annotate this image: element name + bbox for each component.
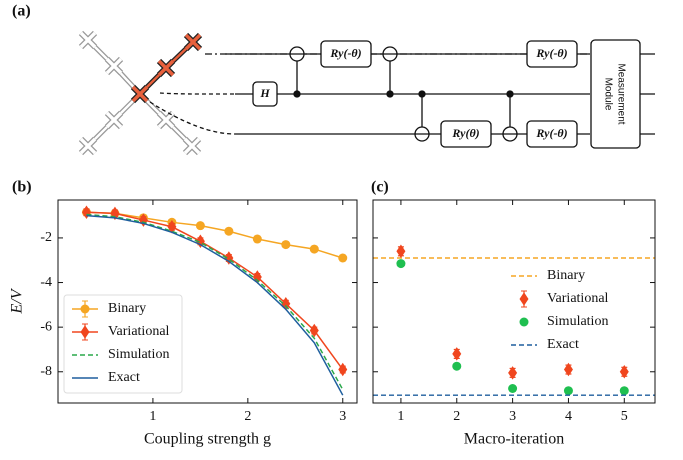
legend-label: Simulation: [547, 314, 608, 329]
marker: [338, 362, 348, 377]
y-axis-label: E/V: [9, 287, 26, 314]
gate-box: [526, 120, 578, 148]
legend-label: Binary: [547, 268, 585, 283]
site: [105, 111, 123, 129]
marker: [619, 365, 629, 379]
marker: [619, 386, 629, 396]
series-line: [86, 211, 343, 259]
series-line: [86, 214, 344, 396]
marker: [195, 221, 205, 231]
dashed-link: [149, 101, 236, 135]
marker: [396, 259, 406, 269]
control-dot: [293, 90, 301, 98]
x-tick-label: 2: [453, 409, 460, 424]
gate-box: [526, 40, 578, 68]
dashed-link: [159, 92, 235, 95]
marker: [563, 386, 573, 396]
legend-frame: [63, 294, 183, 394]
x-tick-label: 3: [509, 409, 516, 424]
x-tick-label: 4: [565, 409, 572, 424]
legend-label: Variational: [547, 291, 609, 306]
legend-label: Exact: [108, 370, 140, 385]
marker: [281, 240, 291, 250]
y-tick-label: -4: [40, 275, 52, 290]
site: [105, 57, 123, 75]
marker: [81, 205, 91, 220]
site: [184, 33, 202, 51]
control-dot: [386, 90, 394, 98]
y-tick-label: -8: [40, 364, 52, 379]
x-tick-label: 1: [397, 409, 404, 424]
marker: [195, 234, 205, 249]
wire: [225, 53, 655, 135]
marker: [224, 226, 234, 236]
marker: [252, 270, 262, 284]
site: [131, 85, 149, 103]
site: [157, 59, 175, 77]
site: [157, 111, 175, 129]
cnot-cross: [290, 53, 517, 135]
series-line: [86, 213, 344, 390]
plot-frame: [57, 199, 358, 404]
control-dot: [506, 90, 514, 98]
marker: [309, 244, 319, 254]
y-tick-label: -2: [40, 230, 52, 245]
gate-label: Ry(θ): [451, 126, 479, 140]
gate-label: Ry(-θ): [535, 126, 567, 140]
marker: [396, 244, 406, 259]
legend-frame: [503, 262, 621, 360]
legend-label: Exact: [547, 337, 579, 352]
marker: [309, 323, 319, 338]
gate-label: Ry(-θ): [329, 46, 361, 60]
gate-box: [440, 120, 492, 148]
panel-label: (b): [12, 179, 32, 196]
x-axis-label: Coupling strength g: [144, 431, 271, 448]
x-axis-label: Macro-iteration: [464, 431, 564, 448]
legend-swatch: [80, 304, 90, 314]
legend-swatch: [80, 325, 90, 339]
panel-label: (a): [12, 3, 31, 20]
module-label: Measurement: [615, 63, 626, 124]
control-dot: [418, 90, 426, 98]
x-tick-label: 1: [149, 409, 156, 424]
circuit: [149, 39, 655, 149]
site: [79, 137, 97, 155]
marker: [252, 234, 262, 244]
marker: [563, 362, 573, 377]
plot-frame: [372, 199, 656, 404]
module-box: [590, 39, 641, 149]
legend-swatch: [519, 317, 529, 327]
cnot-link: [296, 47, 511, 141]
x-tick-label: 2: [244, 409, 251, 424]
legend-label: Binary: [108, 301, 146, 316]
panel-label: (c): [371, 179, 389, 196]
x-tick-label: 3: [339, 409, 346, 424]
legend-swatch: [519, 292, 529, 306]
x-tick-label: 5: [621, 409, 628, 424]
legend-label: Variational: [108, 324, 170, 339]
marker: [452, 347, 462, 361]
gate-box: [320, 40, 372, 68]
site: [183, 137, 201, 155]
marker: [452, 361, 462, 371]
module-label: Module: [602, 78, 613, 111]
series-line: [86, 211, 344, 370]
marker: [338, 253, 348, 263]
lattice: [78, 30, 203, 156]
gate-box: [252, 81, 278, 107]
gate-label: H: [259, 86, 270, 100]
site: [79, 31, 97, 49]
legend-label: Simulation: [108, 347, 169, 362]
gate-label: Ry(-θ): [535, 46, 567, 60]
marker: [508, 366, 518, 380]
y-tick-label: -6: [40, 319, 52, 334]
marker: [508, 384, 518, 393]
